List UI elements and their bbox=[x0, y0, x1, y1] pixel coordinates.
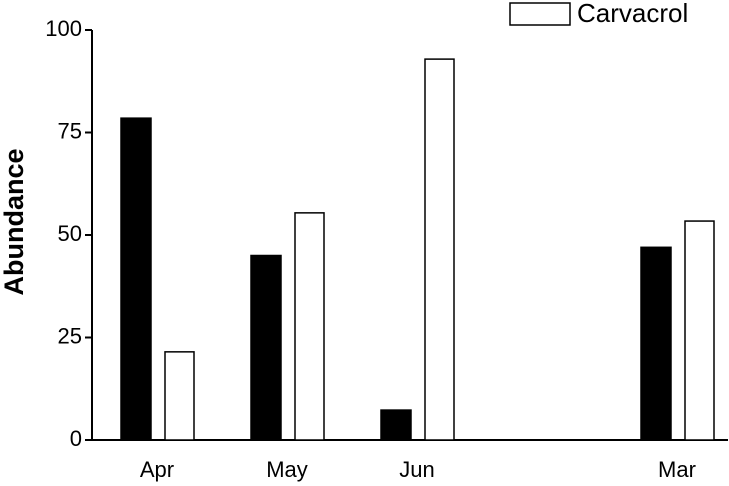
x-tick-label: May bbox=[266, 457, 308, 482]
y-axis-label: Abundance bbox=[0, 148, 29, 295]
y-tick-label: 75 bbox=[58, 118, 82, 143]
bar bbox=[120, 117, 152, 441]
bar bbox=[424, 58, 455, 441]
y-tick-label: 25 bbox=[58, 323, 82, 348]
bar bbox=[684, 220, 715, 441]
bar bbox=[640, 246, 672, 441]
x-tick-label: Apr bbox=[140, 457, 174, 482]
bar bbox=[294, 212, 325, 441]
bar bbox=[164, 351, 195, 441]
x-tick-label: Jun bbox=[399, 457, 434, 482]
bar bbox=[250, 254, 282, 441]
x-tick-label: Mar bbox=[658, 457, 696, 482]
y-tick-label: 100 bbox=[45, 16, 82, 41]
bar bbox=[380, 409, 412, 441]
y-tick-label: 50 bbox=[58, 221, 82, 246]
legend-swatch bbox=[509, 2, 571, 26]
legend-label: Carvacrol bbox=[577, 0, 688, 28]
y-tick-label: 0 bbox=[70, 426, 82, 451]
